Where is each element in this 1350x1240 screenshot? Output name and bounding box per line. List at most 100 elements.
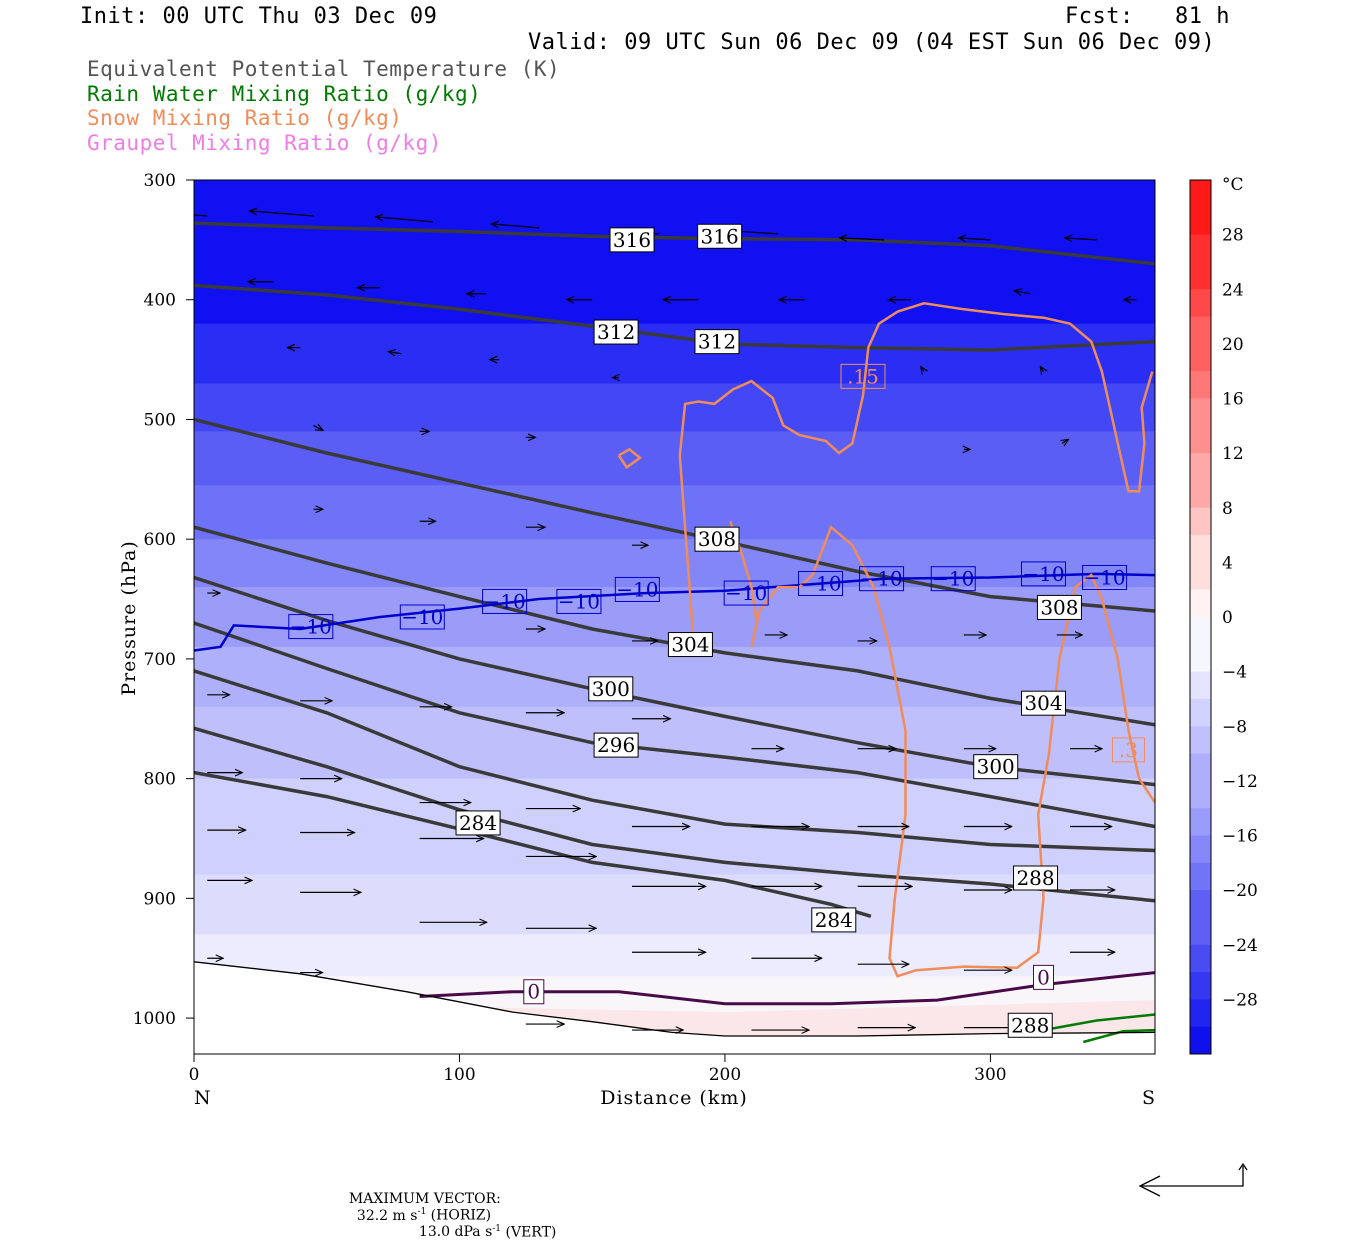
theta-e-label-box bbox=[1007, 1012, 1053, 1038]
theta-e-label-box bbox=[973, 754, 1019, 780]
temp-minus10-label-box bbox=[482, 588, 528, 614]
colorbar-swatch bbox=[1190, 972, 1211, 1000]
temp-band bbox=[194, 539, 1155, 589]
temp-zero-label-box bbox=[523, 979, 545, 1005]
wind-vector bbox=[375, 217, 433, 223]
wind-vector bbox=[1062, 439, 1068, 443]
x-tick-label: 0 bbox=[189, 1065, 200, 1085]
y-axis: 300 400 500 600 700 800 900 1000 bbox=[133, 171, 194, 1029]
snow-contour bbox=[617, 447, 643, 470]
snow-label-box bbox=[1111, 737, 1145, 763]
temp-minus10-label-box bbox=[1021, 561, 1067, 587]
x-tick-label: 300 bbox=[974, 1065, 1006, 1085]
rain-contour bbox=[1043, 1013, 1155, 1032]
colorbar-swatch bbox=[1190, 808, 1211, 836]
colorbar-label: −16 bbox=[1222, 827, 1258, 847]
theta-e-label-box bbox=[593, 319, 639, 345]
temp-minus10-label-box bbox=[399, 604, 445, 630]
max-vert-value: 13.0 dPa s bbox=[418, 1224, 493, 1240]
colorbar-swatch bbox=[1190, 890, 1211, 918]
wind-vector bbox=[921, 367, 924, 372]
theta-e-label: 288 bbox=[1011, 1013, 1049, 1037]
colorbar-unit: °C bbox=[1222, 175, 1244, 195]
snow-label: .3 bbox=[1119, 738, 1138, 762]
init-time: Init: 00 UTC Thu 03 Dec 09 bbox=[80, 4, 438, 29]
colorbar-swatch bbox=[1190, 617, 1211, 645]
y-tick-label: 300 bbox=[144, 171, 176, 191]
colorbar-swatch bbox=[1190, 562, 1211, 591]
colorbar-swatch bbox=[1190, 999, 1211, 1028]
theta-e-label: 316 bbox=[701, 224, 739, 248]
theta-e-label: 312 bbox=[698, 330, 736, 354]
colorbar-swatch bbox=[1190, 1026, 1211, 1055]
theta-e-label: 300 bbox=[592, 677, 630, 701]
x-axis: 0 100 200 300 bbox=[189, 1054, 1007, 1085]
temp-minus10-label-box bbox=[1082, 564, 1128, 590]
theta-e-label: 304 bbox=[1024, 691, 1062, 715]
snow-contour bbox=[729, 520, 1155, 978]
max-horiz-unit: (HORIZ) bbox=[426, 1207, 492, 1224]
theta-e-label-box bbox=[811, 907, 857, 933]
theta-e-label: 304 bbox=[671, 633, 709, 657]
colorbar-swatch bbox=[1190, 698, 1211, 727]
legend-snow: Snow Mixing Ratio (g/kg) bbox=[87, 106, 403, 130]
colorbar-label: 4 bbox=[1222, 553, 1233, 573]
temp-zero-label-box bbox=[1033, 964, 1055, 990]
colorbar-swatch bbox=[1190, 425, 1211, 454]
theta-e-label: 284 bbox=[459, 811, 497, 835]
colorbar-swatch bbox=[1190, 343, 1211, 372]
ground-line bbox=[194, 961, 1155, 1037]
temp-zero-label: 0 bbox=[1037, 965, 1050, 989]
temp-zero-label: 0 bbox=[527, 980, 540, 1004]
colorbar-swatch bbox=[1190, 780, 1211, 809]
colorbar-label: −28 bbox=[1222, 990, 1258, 1010]
wind-vector bbox=[1040, 367, 1043, 372]
wind-vector bbox=[194, 214, 208, 217]
y-tick-label: 800 bbox=[144, 770, 176, 790]
max-horiz-value: 32.2 m s bbox=[356, 1207, 418, 1224]
reference-vector-icon bbox=[1138, 1162, 1248, 1197]
theta-e-contour-296 bbox=[194, 621, 1155, 829]
temp-minus10-label: −10 bbox=[1083, 565, 1125, 589]
x-end-right: S bbox=[1142, 1087, 1156, 1109]
theta-e-label-box bbox=[667, 632, 713, 658]
theta-e-label-box bbox=[455, 810, 501, 836]
colorbar-label: −20 bbox=[1222, 881, 1258, 901]
theta-e-contour-288 bbox=[194, 726, 1155, 903]
snow-label: .15 bbox=[847, 364, 879, 388]
colorbar-swatch bbox=[1190, 371, 1211, 399]
temp-minus10-label-box bbox=[288, 614, 334, 640]
temp-band bbox=[194, 323, 1155, 385]
wind-vector-layer bbox=[194, 211, 1137, 1030]
colorbar-label: 16 bbox=[1222, 390, 1244, 410]
temp-band bbox=[194, 383, 1155, 433]
colorbar-label: 0 bbox=[1222, 608, 1233, 628]
colorbar-label: 28 bbox=[1222, 226, 1244, 246]
wind-vector bbox=[958, 238, 991, 240]
temp-minus10-label-box bbox=[723, 580, 769, 606]
colorbar-swatch bbox=[1190, 261, 1211, 290]
y-tick-label: 700 bbox=[144, 650, 176, 670]
colorbar-label: 12 bbox=[1222, 444, 1244, 464]
temp-minus10-label-box bbox=[930, 566, 976, 592]
temp-minus10-label: −10 bbox=[483, 589, 525, 613]
theta-e-contour-284 bbox=[194, 770, 872, 918]
legend-graupel: Graupel Mixing Ratio (g/kg) bbox=[87, 131, 442, 155]
y-tick-label: 900 bbox=[144, 889, 176, 909]
y-tick-label: 400 bbox=[144, 291, 176, 311]
snow-contour bbox=[678, 302, 1154, 636]
theta-e-label-box bbox=[1036, 594, 1082, 620]
y-axis-title: Pressure (hPa) bbox=[118, 540, 140, 696]
colorbar-swatch bbox=[1190, 398, 1211, 427]
y-tick-label: 600 bbox=[144, 530, 176, 550]
theta-e-label-box bbox=[694, 526, 740, 552]
wind-vector bbox=[313, 425, 323, 430]
colorbar-swatch bbox=[1190, 726, 1211, 755]
colorbar-swatch bbox=[1190, 917, 1211, 946]
colorbar: °C 28 24 20 16 12 8 4 0 −4 −8 −12 −16 −20 −24 −28 bbox=[1189, 175, 1258, 1055]
x-axis-title: Distance (km) bbox=[600, 1087, 748, 1109]
wind-vector bbox=[1065, 238, 1097, 240]
colorbar-swatch bbox=[1190, 835, 1211, 864]
colorbar-swatch bbox=[1190, 507, 1211, 536]
colorbar-swatch bbox=[1190, 862, 1211, 891]
